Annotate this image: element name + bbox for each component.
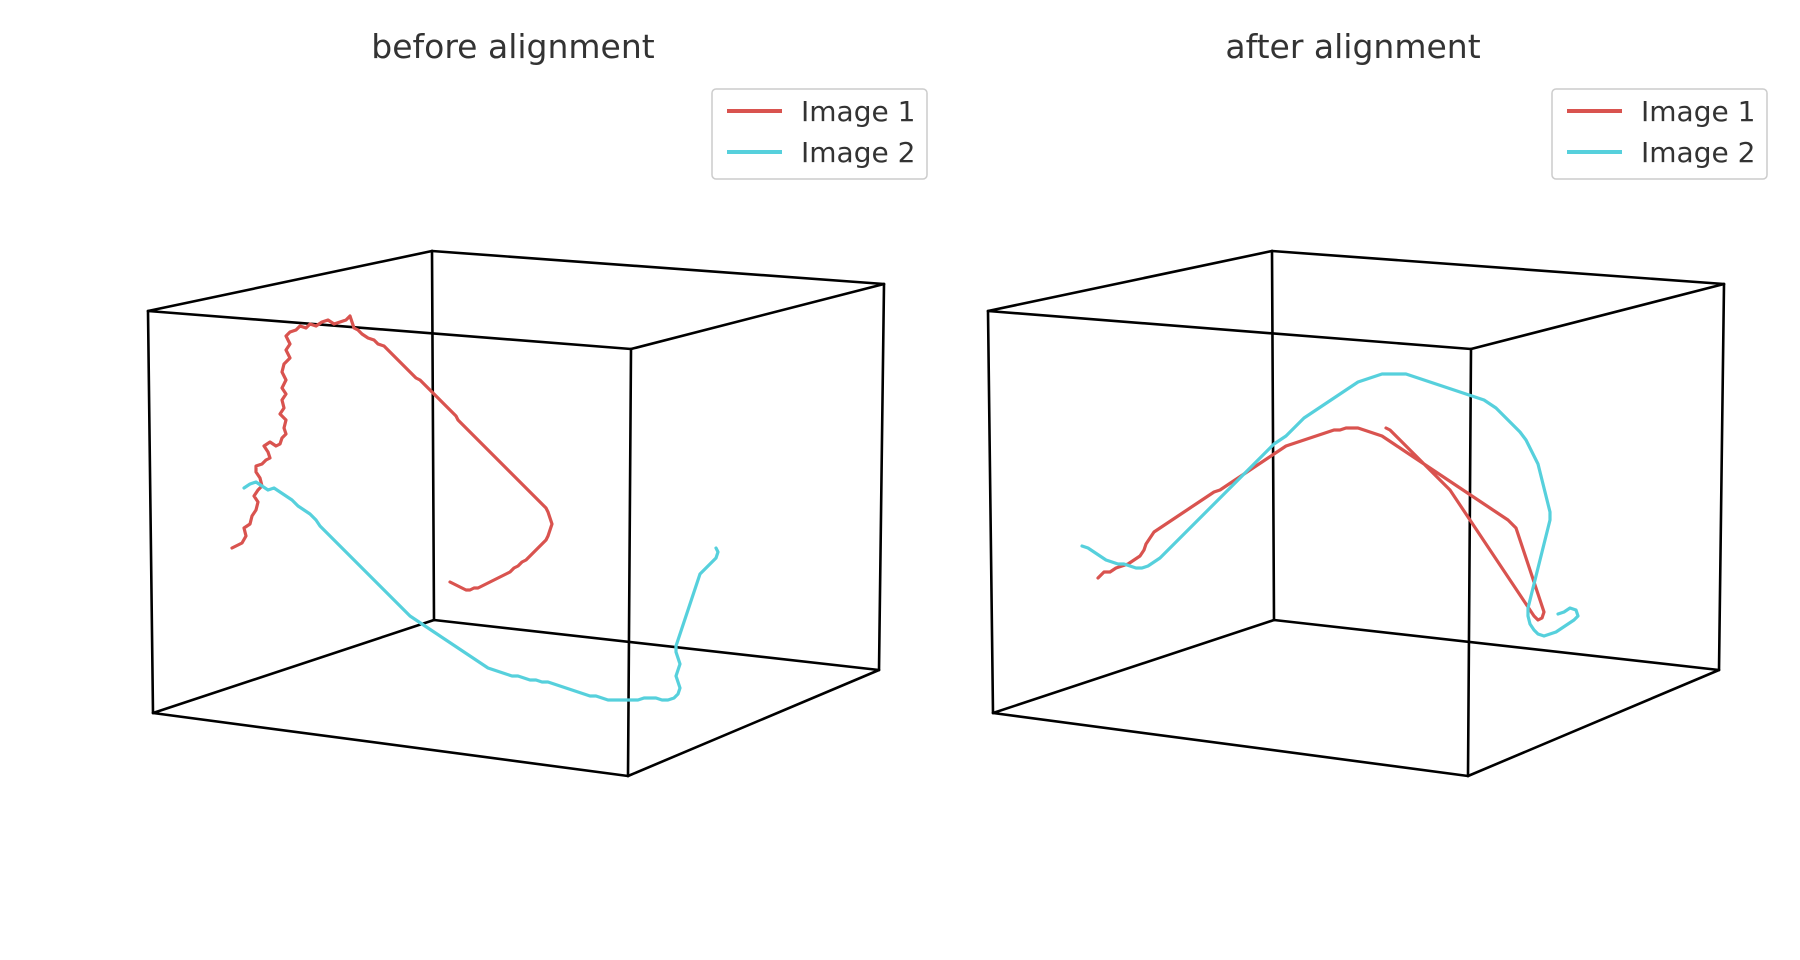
- bounding-box-after: [986, 249, 1726, 778]
- box-edge: [877, 282, 886, 672]
- panel-after-alignment: after alignment: [986, 27, 1768, 778]
- box-edge: [146, 309, 633, 351]
- series-line-image1-before: [230, 314, 554, 592]
- box-edge: [1466, 668, 1721, 778]
- box-edge: [146, 309, 155, 715]
- box-edge: [626, 347, 633, 778]
- box-edge: [626, 668, 881, 778]
- box-edge: [986, 309, 1473, 351]
- box-edge: [146, 249, 434, 313]
- box-edge: [986, 309, 995, 715]
- bounding-box-before: [146, 249, 886, 778]
- panel-before-alignment: before alignment: [146, 27, 928, 778]
- panel-title-after: after alignment: [1225, 27, 1480, 66]
- box-edge: [1469, 282, 1726, 351]
- series-traces-before: [230, 314, 720, 702]
- box-edge: [1466, 347, 1473, 778]
- box-edge: [151, 618, 436, 715]
- box-edge: [432, 618, 881, 672]
- box-edge: [430, 249, 436, 622]
- legend-after: Image 1 Image 2: [1551, 88, 1768, 180]
- series-line-image1-after: [1096, 426, 1546, 622]
- box-edge: [430, 249, 886, 286]
- series-traces-after: [1080, 372, 1580, 638]
- box-edge: [991, 711, 1470, 778]
- series-line-image2-after: [1080, 372, 1580, 638]
- box-edge: [991, 618, 1276, 715]
- series-line-image2-before: [242, 480, 720, 702]
- legend-label-image2: Image 2: [1641, 136, 1755, 169]
- box-edge: [1270, 249, 1276, 622]
- box-edge: [629, 282, 886, 351]
- box-edge: [1270, 249, 1726, 286]
- legend-label-image1: Image 1: [1641, 95, 1755, 128]
- legend-label-image2: Image 2: [801, 136, 915, 169]
- box-edge: [1717, 282, 1726, 672]
- legend-label-image1: Image 1: [801, 95, 915, 128]
- legend-before: Image 1 Image 2: [711, 88, 928, 180]
- box-edge: [151, 711, 630, 778]
- box-edge: [986, 249, 1274, 313]
- box-edge: [1272, 618, 1721, 672]
- panel-title-before: before alignment: [371, 27, 654, 66]
